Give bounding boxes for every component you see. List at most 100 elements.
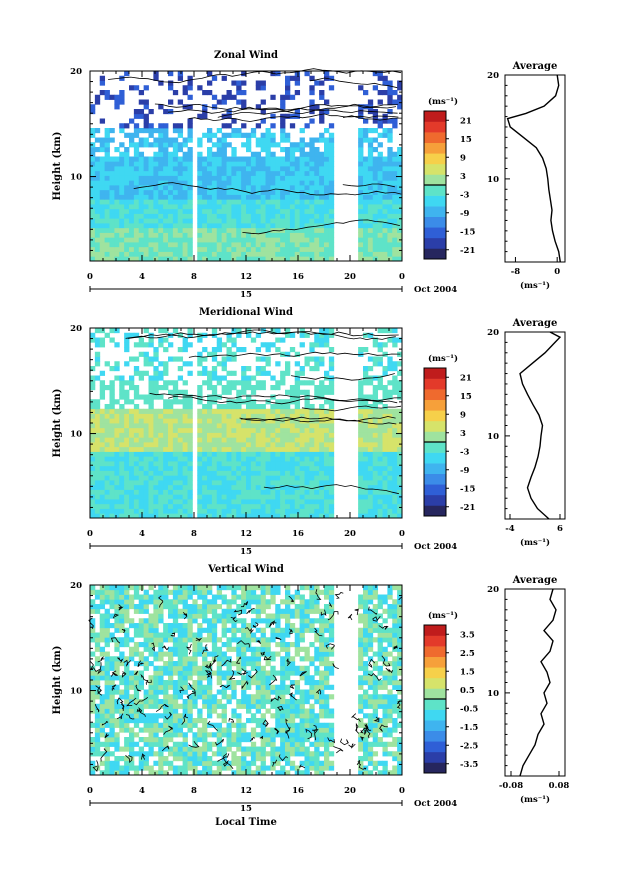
heatmap-cell [382,80,388,86]
heatmap-cell [187,342,193,348]
heatmap-cell [314,151,320,157]
heatmap-cell [94,137,101,143]
heatmap-cell [265,227,271,233]
heatmap-cell [109,713,115,719]
heatmap-cell [324,656,330,662]
heatmap-cell [299,256,305,262]
heatmap-cell [133,213,140,219]
heatmap-cell [231,94,237,100]
heatmap-cell [397,708,403,714]
heatmap-cell [392,194,398,200]
heatmap-cell [265,484,271,490]
heatmap-cell [226,166,232,172]
heatmap-cell [158,503,164,509]
heatmap-cell [202,508,208,514]
heatmap-cell [236,713,242,719]
heatmap-cell [129,161,135,167]
contour-line [188,113,399,122]
heatmap-cell [124,394,130,400]
heatmap-cell [153,380,159,386]
profile-x-label: (ms⁻¹) [520,280,550,291]
heatmap-cell [324,756,330,762]
heatmap-cell [90,446,96,452]
heatmap-cell [372,446,379,452]
heatmap-cell [99,223,106,229]
heatmap-cell [387,109,393,115]
heatmap-cell [172,484,179,490]
heatmap-cell [177,680,184,686]
heatmap-cell [255,513,262,519]
heatmap-cell [197,194,203,200]
heatmap-cell [363,737,369,743]
heatmap-cell [197,684,203,690]
heatmap-cell [367,680,374,686]
heatmap-cell [124,465,130,471]
heatmap-cell [294,389,301,395]
heatmap-cell [319,675,325,681]
heatmap-cell [304,670,310,676]
heatmap-cell [94,737,101,743]
colorbar-swatch [424,442,446,453]
heatmap-cell [392,208,398,214]
heatmap-cell [289,180,296,186]
heatmap-cell [197,232,203,238]
heatmap-cell [177,194,184,200]
heatmap-cell [202,689,208,695]
heatmap-cell [197,418,203,424]
heatmap-cell [119,256,125,262]
heatmap-cell [285,451,291,457]
heatmap-cell [299,166,305,172]
heatmap-cell [114,480,120,486]
heatmap-cell [163,770,169,776]
heatmap-cell [202,113,208,119]
heatmap-cell [158,656,164,662]
heatmap-cell [236,499,242,505]
heatmap-cell [163,494,169,500]
heatmap-cell [328,399,335,405]
heatmap-cell [90,408,96,414]
heatmap-cell [246,418,252,424]
heatmap-cell [377,489,383,495]
heatmap-cell [221,151,227,157]
heatmap-cell [143,665,149,671]
heatmap-cell [114,684,120,690]
heatmap-cell [387,199,393,205]
heatmap-cell [172,741,179,747]
heatmap-cell [299,499,305,505]
heatmap-cell [99,741,106,747]
x-tick-label: 0 [87,529,93,539]
heatmap-cell [275,489,281,495]
heatmap-cell [382,727,388,733]
heatmap-cell [289,751,296,757]
heatmap-cell [143,699,149,705]
heatmap-cell [294,170,301,176]
heatmap-cell [187,404,193,410]
heatmap-cell [104,427,110,433]
heatmap-cell [172,727,179,733]
heatmap-cell [294,175,301,181]
heatmap-cell [153,489,159,495]
heatmap-cell [197,399,203,405]
heatmap-cell [207,703,213,709]
heatmap-cell [158,375,164,381]
heatmap-cell [182,475,188,481]
heatmap-cell [221,251,227,257]
heatmap-cell [363,161,369,167]
heatmap-cell [133,475,140,481]
heatmap-cell [148,404,154,410]
heatmap-cell [211,161,218,167]
heatmap-cell [314,366,320,372]
heatmap-cell [202,427,208,433]
heatmap-cell [372,451,379,457]
heatmap-cell [207,684,213,690]
heatmap-cell [202,461,208,467]
heatmap-cell [363,223,369,229]
heatmap-cell [328,494,335,500]
heatmap-cell [241,199,247,205]
heatmap-cell [182,746,188,752]
heatmap-cell [289,156,296,162]
heatmap-cell [382,708,388,714]
heatmap-cell [382,170,388,176]
heatmap-cell [158,713,164,719]
heatmap-cell [275,699,281,705]
